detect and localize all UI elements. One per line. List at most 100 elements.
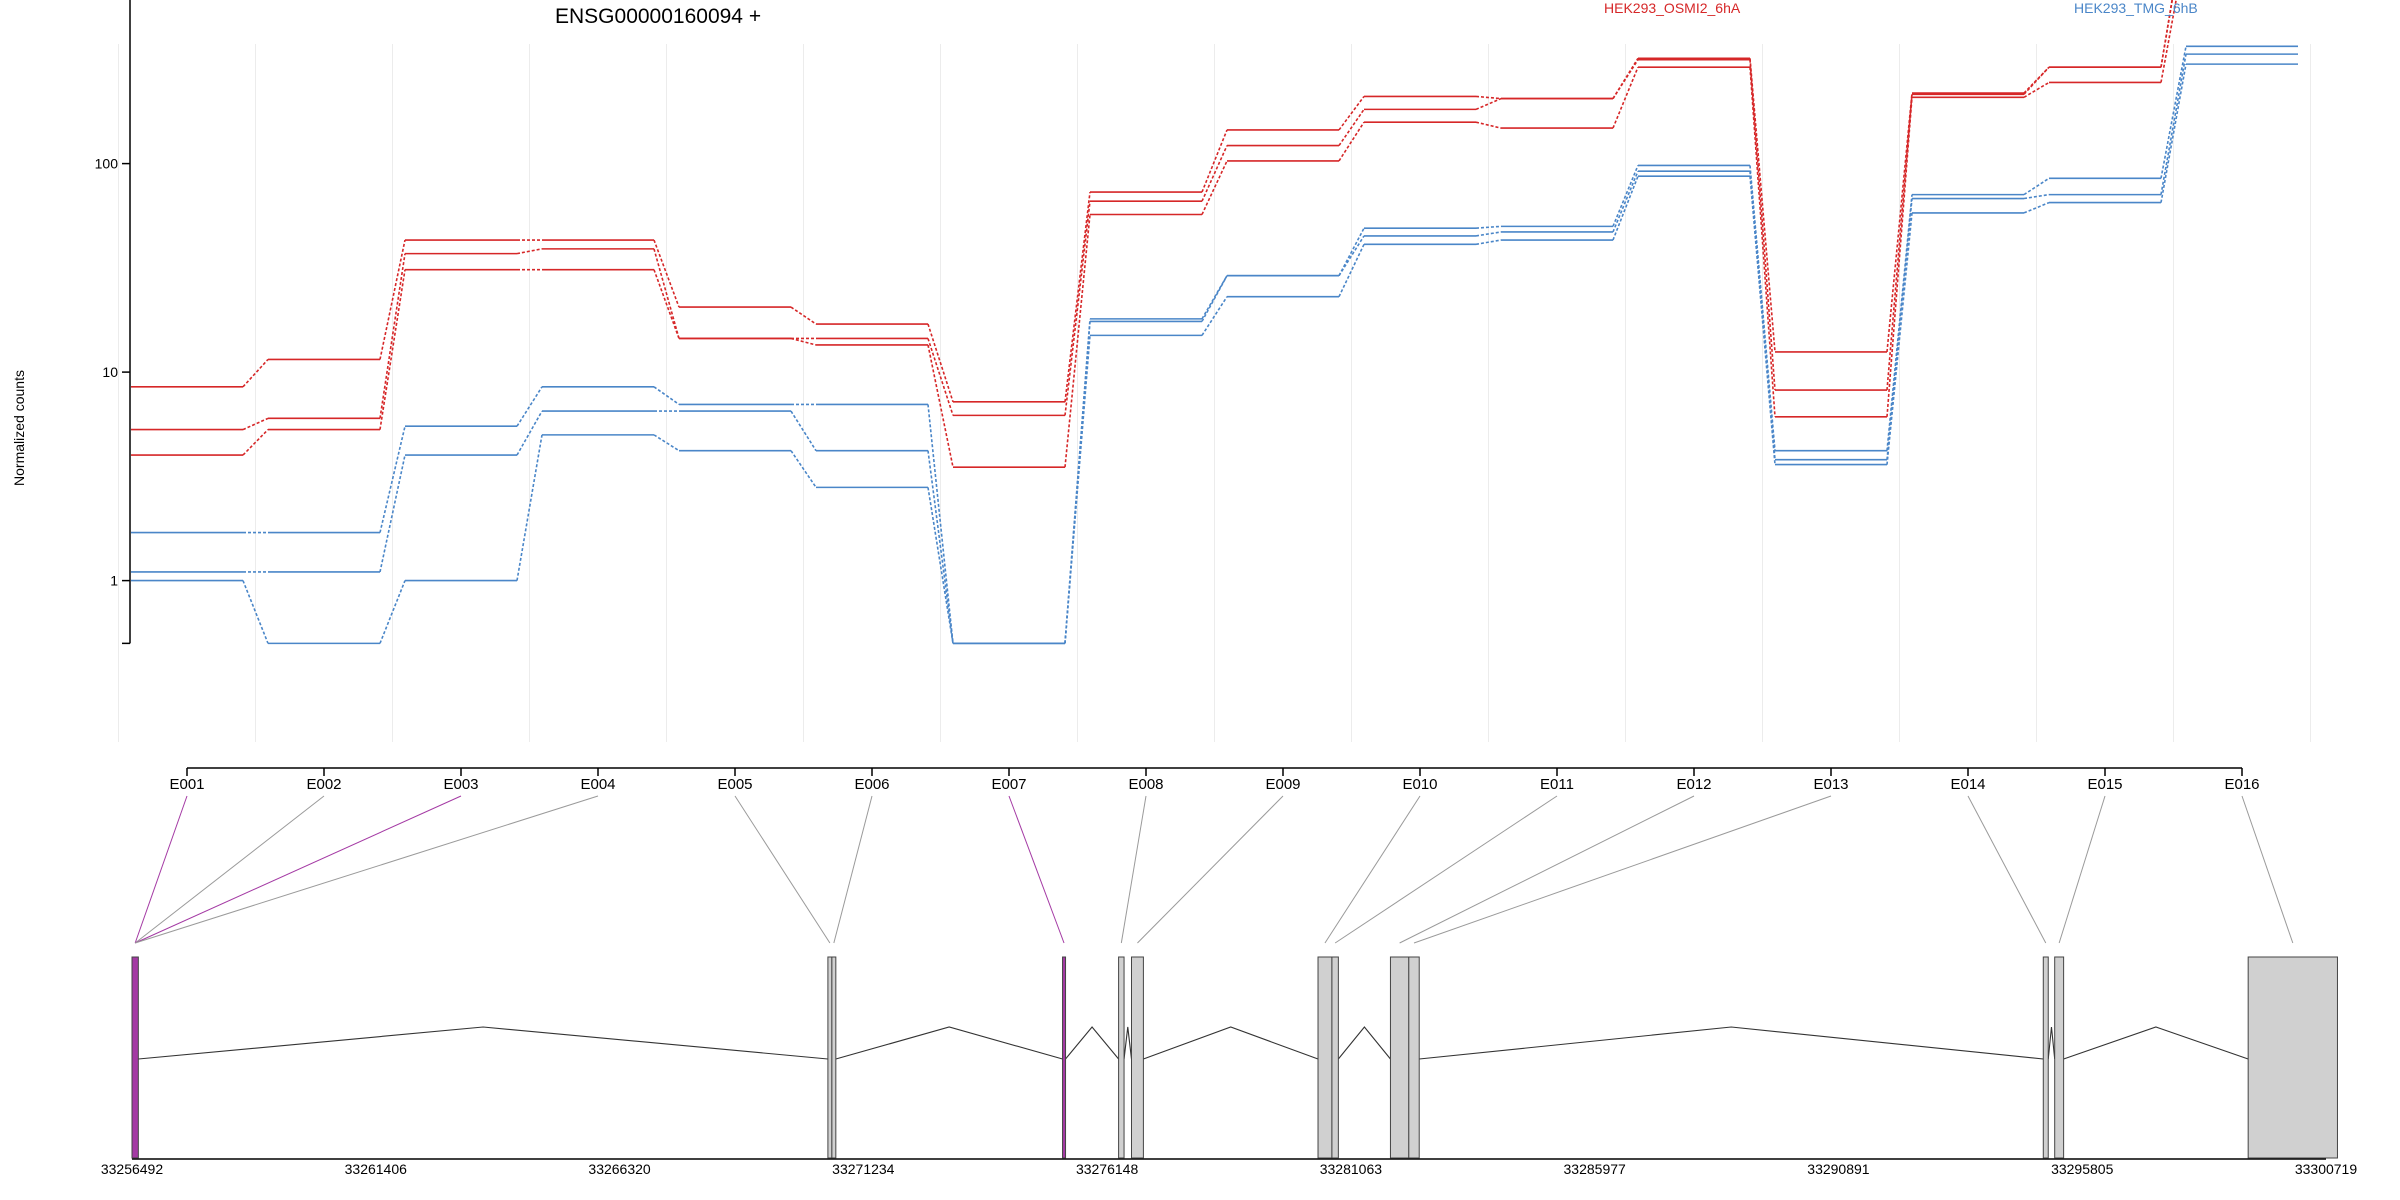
x-tick-label: E003 — [443, 776, 478, 793]
series-connector — [1338, 121, 1365, 162]
y-tick-label: 1 — [110, 573, 118, 589]
series-connector — [653, 269, 680, 339]
intron-line — [1337, 1026, 1391, 1060]
exon-connector — [1967, 795, 2047, 944]
intron-line — [138, 1026, 828, 1060]
exon-connector — [734, 795, 831, 944]
exon-connector — [1137, 795, 1284, 944]
exon-box — [1331, 956, 1339, 1159]
series-connector — [1064, 214, 1091, 468]
series-connector — [242, 358, 269, 388]
series-connector — [1475, 239, 1502, 246]
series-connector — [1475, 97, 1502, 111]
genomic-tick-label: 33256492 — [101, 1161, 164, 1177]
exon-box — [1118, 956, 1125, 1159]
series-connector — [927, 450, 954, 644]
series-connector — [242, 417, 269, 431]
series-connector — [1064, 192, 1091, 402]
exon-box — [2247, 956, 2338, 1159]
series-connector — [1886, 94, 1913, 391]
series-connector — [2023, 201, 2050, 214]
series-connector — [790, 410, 817, 452]
series-connector — [1886, 212, 1913, 465]
exon-connector — [134, 795, 325, 944]
series-connector — [2160, 0, 2174, 68]
exon-box — [1317, 956, 1333, 1159]
series-connector — [1338, 227, 1365, 277]
y-axis-label: Normalized counts — [11, 370, 27, 486]
y-tick-label: 100 — [95, 156, 119, 172]
series-connector — [927, 404, 954, 644]
series-connector — [1612, 59, 1639, 100]
grid-lines — [118, 44, 2311, 742]
series-line — [131, 0, 2177, 468]
series-connector — [516, 248, 543, 255]
series-connector — [1475, 225, 1502, 229]
genomic-tick-label: 33276148 — [1076, 1161, 1139, 1177]
exon-connector — [2241, 795, 2294, 944]
exon-box — [1130, 956, 1144, 1159]
genomic-tick-label: 33271234 — [832, 1161, 895, 1177]
x-tick-label: E016 — [2224, 776, 2259, 793]
y-tick-label: 10 — [102, 364, 118, 380]
series-connector — [1612, 175, 1639, 241]
series-connector — [516, 410, 543, 456]
exon-connector — [1120, 795, 1147, 944]
labels: ENSG00000160094 + HEK293_OSMI2_6hA HEK29… — [11, 0, 2198, 486]
series-connector — [379, 426, 406, 533]
exon-connector — [1399, 795, 1695, 944]
gene-model — [131, 956, 2338, 1159]
x-tick-label: E004 — [580, 776, 615, 793]
x-tick-label: E013 — [1813, 776, 1848, 793]
exon-connector — [1413, 795, 1832, 944]
intron-line — [1065, 1026, 1120, 1060]
series-connector — [1201, 275, 1228, 322]
series-connector — [790, 450, 817, 488]
series-connector — [1064, 201, 1091, 416]
series-connector — [1064, 335, 1091, 644]
series-connector — [2160, 46, 2187, 179]
exon-connector — [135, 795, 599, 944]
series-connector — [379, 253, 406, 419]
series-connector — [1338, 95, 1365, 131]
exon-connectors — [134, 795, 2294, 944]
series-connector — [2160, 63, 2187, 203]
series-connector — [653, 248, 680, 339]
exon-box — [1062, 956, 1067, 1159]
series-connector — [1201, 296, 1228, 336]
exon-box — [131, 956, 139, 1159]
chart-title: ENSG00000160094 + — [555, 5, 761, 28]
series-connector — [1475, 95, 1502, 100]
series-connector — [379, 580, 406, 644]
series-line — [131, 63, 2298, 645]
series-connector — [2023, 66, 2050, 95]
x-tick-label: E010 — [1402, 776, 1437, 793]
genomic-tick-label: 33285977 — [1564, 1161, 1627, 1177]
genomic-tick-label: 33290891 — [1807, 1161, 1870, 1177]
series-connector — [1749, 67, 1776, 417]
intron-line — [2047, 1026, 2056, 1060]
exon-connector — [2058, 795, 2106, 944]
x-tick-label: E014 — [1950, 776, 1985, 793]
x-tick-label: E008 — [1128, 776, 1163, 793]
exon-connector — [1324, 795, 1421, 944]
series-connector — [1475, 231, 1502, 237]
series-connector — [1338, 235, 1365, 277]
intron-line — [1123, 1026, 1133, 1060]
series-connector — [927, 344, 954, 468]
series-connector — [1201, 275, 1228, 320]
exon-connector — [1008, 795, 1065, 944]
series-connector — [516, 386, 543, 427]
exon-box — [1389, 956, 1410, 1159]
series-connector — [1886, 92, 1913, 352]
series-connector — [1612, 165, 1639, 227]
series-connector — [1475, 121, 1502, 129]
x-tick-label: E012 — [1676, 776, 1711, 793]
series-connector — [1201, 145, 1228, 202]
series-connector — [1886, 198, 1913, 460]
series-connector — [790, 337, 817, 346]
legend-label-tmg: HEK293_TMG_6hB — [2074, 0, 2198, 16]
genomic-tick-label: 33266320 — [588, 1161, 651, 1177]
series-connector — [2023, 193, 2050, 200]
